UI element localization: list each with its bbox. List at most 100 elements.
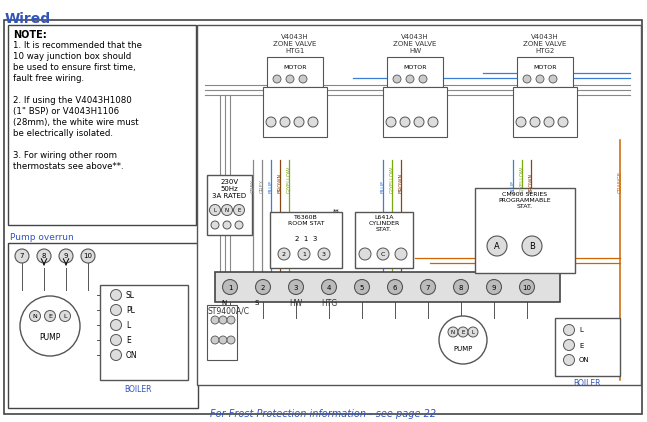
Circle shape	[111, 305, 122, 316]
Circle shape	[439, 316, 487, 364]
Circle shape	[448, 327, 458, 337]
Text: 7: 7	[426, 284, 430, 290]
Text: be used to ensure first time,: be used to ensure first time,	[13, 63, 136, 72]
Text: 10: 10	[83, 254, 93, 260]
Text: 10: 10	[523, 284, 531, 290]
Circle shape	[428, 117, 438, 127]
Circle shape	[516, 117, 526, 127]
Text: 3: 3	[294, 284, 298, 290]
Circle shape	[322, 279, 336, 295]
Circle shape	[45, 311, 56, 322]
Text: 1. It is recommended that the: 1. It is recommended that the	[13, 41, 142, 50]
Bar	[207, 305, 237, 360]
Circle shape	[558, 117, 568, 127]
Circle shape	[419, 75, 427, 83]
Bar	[267, 57, 323, 87]
Text: ON: ON	[579, 357, 589, 363]
Bar	[8, 25, 196, 225]
Text: S: S	[255, 300, 259, 306]
Text: BROWN: BROWN	[399, 173, 404, 193]
Text: MOTOR: MOTOR	[283, 65, 307, 70]
Circle shape	[454, 279, 468, 295]
Circle shape	[221, 205, 232, 216]
Circle shape	[564, 340, 575, 351]
Text: GREY: GREY	[259, 179, 265, 193]
Text: BLUE: BLUE	[269, 180, 274, 193]
Text: L: L	[126, 321, 130, 330]
Circle shape	[219, 336, 227, 344]
Text: G/YELLOW: G/YELLOW	[389, 166, 395, 193]
Circle shape	[298, 248, 310, 260]
Text: 1: 1	[228, 284, 232, 290]
Circle shape	[522, 236, 542, 256]
Circle shape	[235, 221, 243, 229]
Text: 6: 6	[393, 284, 397, 290]
Circle shape	[60, 311, 71, 322]
Circle shape	[211, 221, 219, 229]
Text: N: N	[221, 300, 226, 306]
Circle shape	[549, 75, 557, 83]
Bar	[475, 188, 575, 273]
Text: 4: 4	[327, 284, 331, 290]
Circle shape	[458, 327, 468, 337]
Bar	[100, 285, 188, 380]
Text: SL: SL	[126, 291, 135, 300]
Text: 5: 5	[360, 284, 364, 290]
Text: G/YELLOW: G/YELLOW	[287, 166, 292, 193]
Text: N: N	[451, 330, 455, 335]
Circle shape	[211, 336, 219, 344]
Text: PUMP: PUMP	[39, 333, 61, 343]
Text: 2: 2	[261, 284, 265, 290]
Text: 230V
50Hz
3A RATED: 230V 50Hz 3A RATED	[212, 179, 247, 199]
Circle shape	[487, 236, 507, 256]
Circle shape	[256, 279, 270, 295]
Circle shape	[377, 248, 389, 260]
Circle shape	[536, 75, 544, 83]
Text: E: E	[461, 330, 465, 335]
Text: L641A
CYLINDER
STAT.: L641A CYLINDER STAT.	[368, 215, 400, 232]
Circle shape	[266, 117, 276, 127]
Circle shape	[359, 248, 371, 260]
Text: be electrically isolated.: be electrically isolated.	[13, 129, 113, 138]
Bar	[215, 272, 560, 302]
Text: E: E	[126, 336, 131, 345]
Circle shape	[468, 327, 478, 337]
Circle shape	[219, 316, 227, 324]
Text: **: **	[333, 209, 340, 215]
Circle shape	[20, 296, 80, 356]
Text: T6360B
ROOM STAT: T6360B ROOM STAT	[288, 215, 324, 226]
Circle shape	[81, 249, 95, 263]
Text: 1: 1	[302, 252, 306, 257]
Text: L: L	[579, 327, 583, 333]
Bar	[197, 25, 641, 385]
Text: BROWN: BROWN	[529, 173, 534, 193]
Text: BOILER: BOILER	[124, 385, 152, 394]
Text: Wired: Wired	[5, 12, 51, 26]
Text: 8: 8	[459, 284, 463, 290]
Circle shape	[386, 117, 396, 127]
Text: 8: 8	[42, 254, 46, 260]
Circle shape	[37, 249, 51, 263]
Text: CM900 SERIES
PROGRAMMABLE
STAT.: CM900 SERIES PROGRAMMABLE STAT.	[499, 192, 551, 208]
Circle shape	[227, 336, 235, 344]
Bar	[513, 87, 577, 137]
Circle shape	[523, 75, 531, 83]
Text: L: L	[63, 314, 67, 319]
Text: A: A	[494, 242, 500, 251]
Text: L: L	[472, 330, 474, 335]
Text: B: B	[529, 242, 535, 251]
Bar	[517, 57, 573, 87]
Text: MOTOR: MOTOR	[533, 65, 557, 70]
Bar	[270, 212, 342, 268]
Circle shape	[211, 316, 219, 324]
Bar	[355, 212, 413, 268]
Circle shape	[406, 75, 414, 83]
Bar	[555, 318, 620, 376]
Text: 2: 2	[282, 252, 286, 257]
Text: N: N	[225, 208, 229, 213]
Circle shape	[487, 279, 501, 295]
Circle shape	[564, 354, 575, 365]
Text: ON: ON	[126, 351, 138, 360]
Circle shape	[15, 249, 29, 263]
Bar	[387, 57, 443, 87]
